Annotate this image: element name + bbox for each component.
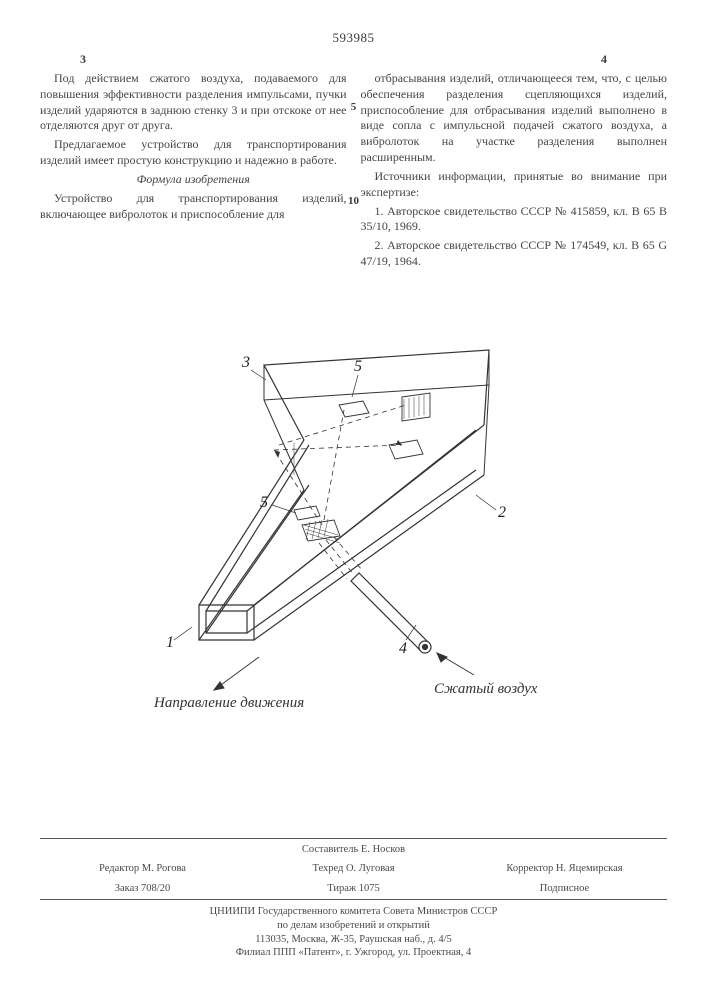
fig-label-2: 2 — [498, 504, 506, 521]
right-column: отбрасывания изделий, отличающееся тем, … — [361, 71, 668, 273]
footer-org: ЦНИИПИ Государственного комитета Совета … — [40, 905, 667, 960]
footer-tech: Техред О. Луговая — [251, 862, 456, 876]
doc-number: 593985 — [40, 30, 667, 46]
left-p2: Предлагаемое устройство для транспортиро… — [40, 137, 347, 169]
fig-label-3: 3 — [241, 354, 250, 371]
footer-editor: Редактор М. Рогова — [40, 862, 245, 876]
footer-org3: 113035, Москва, Ж-35, Раушская наб., д. … — [40, 933, 667, 947]
page-mark-right: 4 — [601, 52, 607, 67]
page-marks: 3 4 — [40, 52, 667, 67]
right-p2: Источники информации, принятые во вниман… — [361, 169, 668, 201]
figure: 1 2 3 4 5 5 Направление движения Сжатый … — [40, 295, 667, 715]
footer-corrector: Корректор Н. Яцемирская — [462, 862, 667, 876]
page-mark-left: 3 — [80, 52, 86, 67]
footer-order: Заказ 708/20 — [40, 882, 245, 896]
fig-label-5a: 5 — [354, 358, 362, 375]
line-number-10: 10 — [348, 195, 359, 207]
figure-svg: 1 2 3 4 5 5 Направление движения Сжатый … — [144, 295, 564, 715]
fig-label-5b: 5 — [260, 494, 268, 511]
fig-label-4: 4 — [399, 640, 407, 657]
footer-org2: по делам изобретений и открытий — [40, 919, 667, 933]
fig-air-label: Сжатый воздух — [434, 681, 538, 697]
footer-credits: Составитель Е. Носков Редактор М. Рогова… — [40, 838, 667, 901]
left-p3: Устройство для транспортирования изделий… — [40, 191, 347, 223]
footer-sign: Подписное — [462, 882, 667, 896]
left-p1: Под действием сжатого воздуха, подаваемо… — [40, 71, 347, 134]
right-p4: 2. Авторское свидетельство СССР № 174549… — [361, 238, 668, 270]
footer-org1: ЦНИИПИ Государственного комитета Совета … — [40, 905, 667, 919]
right-p3: 1. Авторское свидетельство СССР № 415859… — [361, 204, 668, 236]
fig-direction-label: Направление движения — [153, 695, 304, 711]
text-columns: 5 10 Под действием сжатого воздуха, пода… — [40, 71, 667, 273]
fig-label-1: 1 — [166, 634, 174, 651]
formula-title: Формула изобретения — [40, 172, 347, 188]
footer: Составитель Е. Носков Редактор М. Рогова… — [40, 838, 667, 960]
footer-tirage: Тираж 1075 — [251, 882, 456, 896]
footer-composer: Составитель Е. Носков — [40, 843, 667, 857]
line-number-5: 5 — [351, 101, 357, 113]
left-column: Под действием сжатого воздуха, подаваемо… — [40, 71, 347, 273]
footer-org4: Филиал ППП «Патент», г. Ужгород, ул. Про… — [40, 946, 667, 960]
right-p1: отбрасывания изделий, отличающееся тем, … — [361, 71, 668, 166]
